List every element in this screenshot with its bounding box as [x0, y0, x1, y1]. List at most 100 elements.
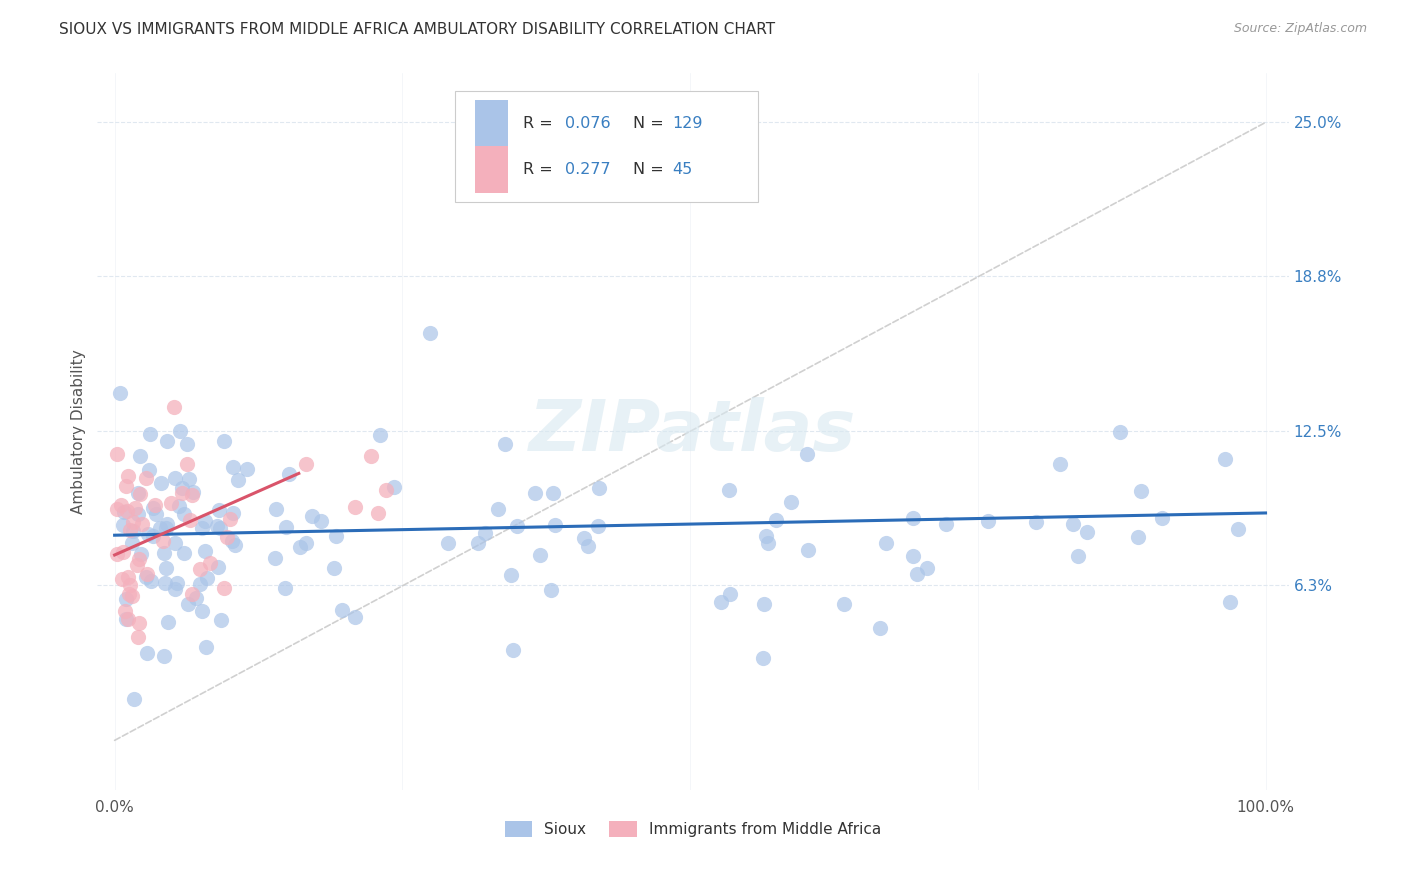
Point — [1076, 525, 1098, 540]
Point — [136, 527, 159, 541]
Point — [756, 536, 779, 550]
Point — [901, 511, 924, 525]
Point — [578, 539, 600, 553]
Text: R =: R = — [523, 161, 558, 177]
Point — [780, 495, 803, 509]
Text: SIOUX VS IMMIGRANTS FROM MIDDLE AFRICA AMBULATORY DISABILITY CORRELATION CHART: SIOUX VS IMMIGRANTS FROM MIDDLE AFRICA A… — [59, 22, 775, 37]
Point — [124, 692, 146, 706]
Point — [159, 496, 181, 510]
Point — [131, 516, 153, 531]
Point — [754, 598, 776, 612]
Point — [221, 506, 243, 520]
Point — [122, 515, 145, 529]
Point — [384, 480, 406, 494]
Point — [138, 463, 160, 477]
Point — [117, 469, 139, 483]
Point — [135, 646, 157, 660]
Point — [194, 544, 217, 558]
Point — [121, 589, 143, 603]
Text: 45: 45 — [672, 161, 693, 177]
Point — [541, 486, 564, 500]
Point — [143, 499, 166, 513]
Point — [115, 612, 138, 626]
Point — [188, 562, 211, 576]
Bar — [475, 146, 509, 193]
Point — [869, 621, 891, 635]
Legend: Sioux, Immigrants from Middle Africa: Sioux, Immigrants from Middle Africa — [499, 815, 887, 844]
Point — [540, 582, 562, 597]
Point — [797, 543, 820, 558]
Point — [111, 517, 134, 532]
Point — [502, 643, 524, 657]
Point — [935, 517, 957, 532]
Point — [172, 486, 194, 500]
Point — [832, 597, 855, 611]
Point — [219, 511, 242, 525]
Point — [419, 326, 441, 340]
Point — [110, 499, 132, 513]
Point — [155, 517, 177, 532]
Text: Source: ZipAtlas.com: Source: ZipAtlas.com — [1233, 22, 1367, 36]
Point — [165, 535, 187, 549]
Point — [523, 485, 546, 500]
Point — [114, 604, 136, 618]
Point — [572, 531, 595, 545]
Point — [179, 513, 201, 527]
Point — [163, 400, 186, 414]
Y-axis label: Ambulatory Disability: Ambulatory Disability — [72, 349, 86, 514]
Text: R =: R = — [523, 116, 558, 131]
Point — [153, 649, 176, 664]
Text: 0.277: 0.277 — [565, 161, 612, 177]
Point — [752, 651, 775, 665]
Point — [1213, 452, 1236, 467]
Point — [142, 501, 165, 516]
Point — [588, 519, 610, 533]
Point — [111, 545, 134, 559]
Point — [167, 499, 190, 513]
Point — [288, 540, 311, 554]
Point — [325, 529, 347, 543]
Point — [214, 434, 236, 448]
Point — [153, 546, 176, 560]
Point — [977, 514, 1000, 528]
Point — [122, 524, 145, 538]
Point — [118, 577, 141, 591]
Point — [155, 575, 177, 590]
Point — [368, 428, 391, 442]
Point — [163, 471, 186, 485]
Point — [128, 615, 150, 630]
Point — [179, 472, 201, 486]
Point — [295, 536, 318, 550]
Point — [117, 612, 139, 626]
Point — [208, 520, 231, 534]
Point — [188, 576, 211, 591]
Point — [127, 507, 149, 521]
Point — [718, 587, 741, 601]
Point — [176, 457, 198, 471]
Point — [135, 470, 157, 484]
Point — [111, 573, 134, 587]
Point — [121, 536, 143, 550]
Point — [1126, 529, 1149, 543]
Point — [215, 530, 238, 544]
Point — [177, 597, 200, 611]
Point — [166, 576, 188, 591]
Point — [181, 485, 204, 500]
Point — [437, 536, 460, 550]
Point — [195, 640, 218, 655]
Point — [901, 549, 924, 563]
Point — [181, 587, 204, 601]
Point — [501, 567, 523, 582]
Point — [754, 528, 776, 542]
Point — [796, 446, 818, 460]
Point — [226, 473, 249, 487]
Point — [150, 476, 173, 491]
Bar — [475, 100, 509, 147]
Point — [129, 449, 152, 463]
Point — [494, 436, 516, 450]
Point — [330, 602, 353, 616]
Point — [1130, 484, 1153, 499]
Point — [173, 546, 195, 560]
Point — [105, 547, 128, 561]
Point — [120, 523, 142, 537]
